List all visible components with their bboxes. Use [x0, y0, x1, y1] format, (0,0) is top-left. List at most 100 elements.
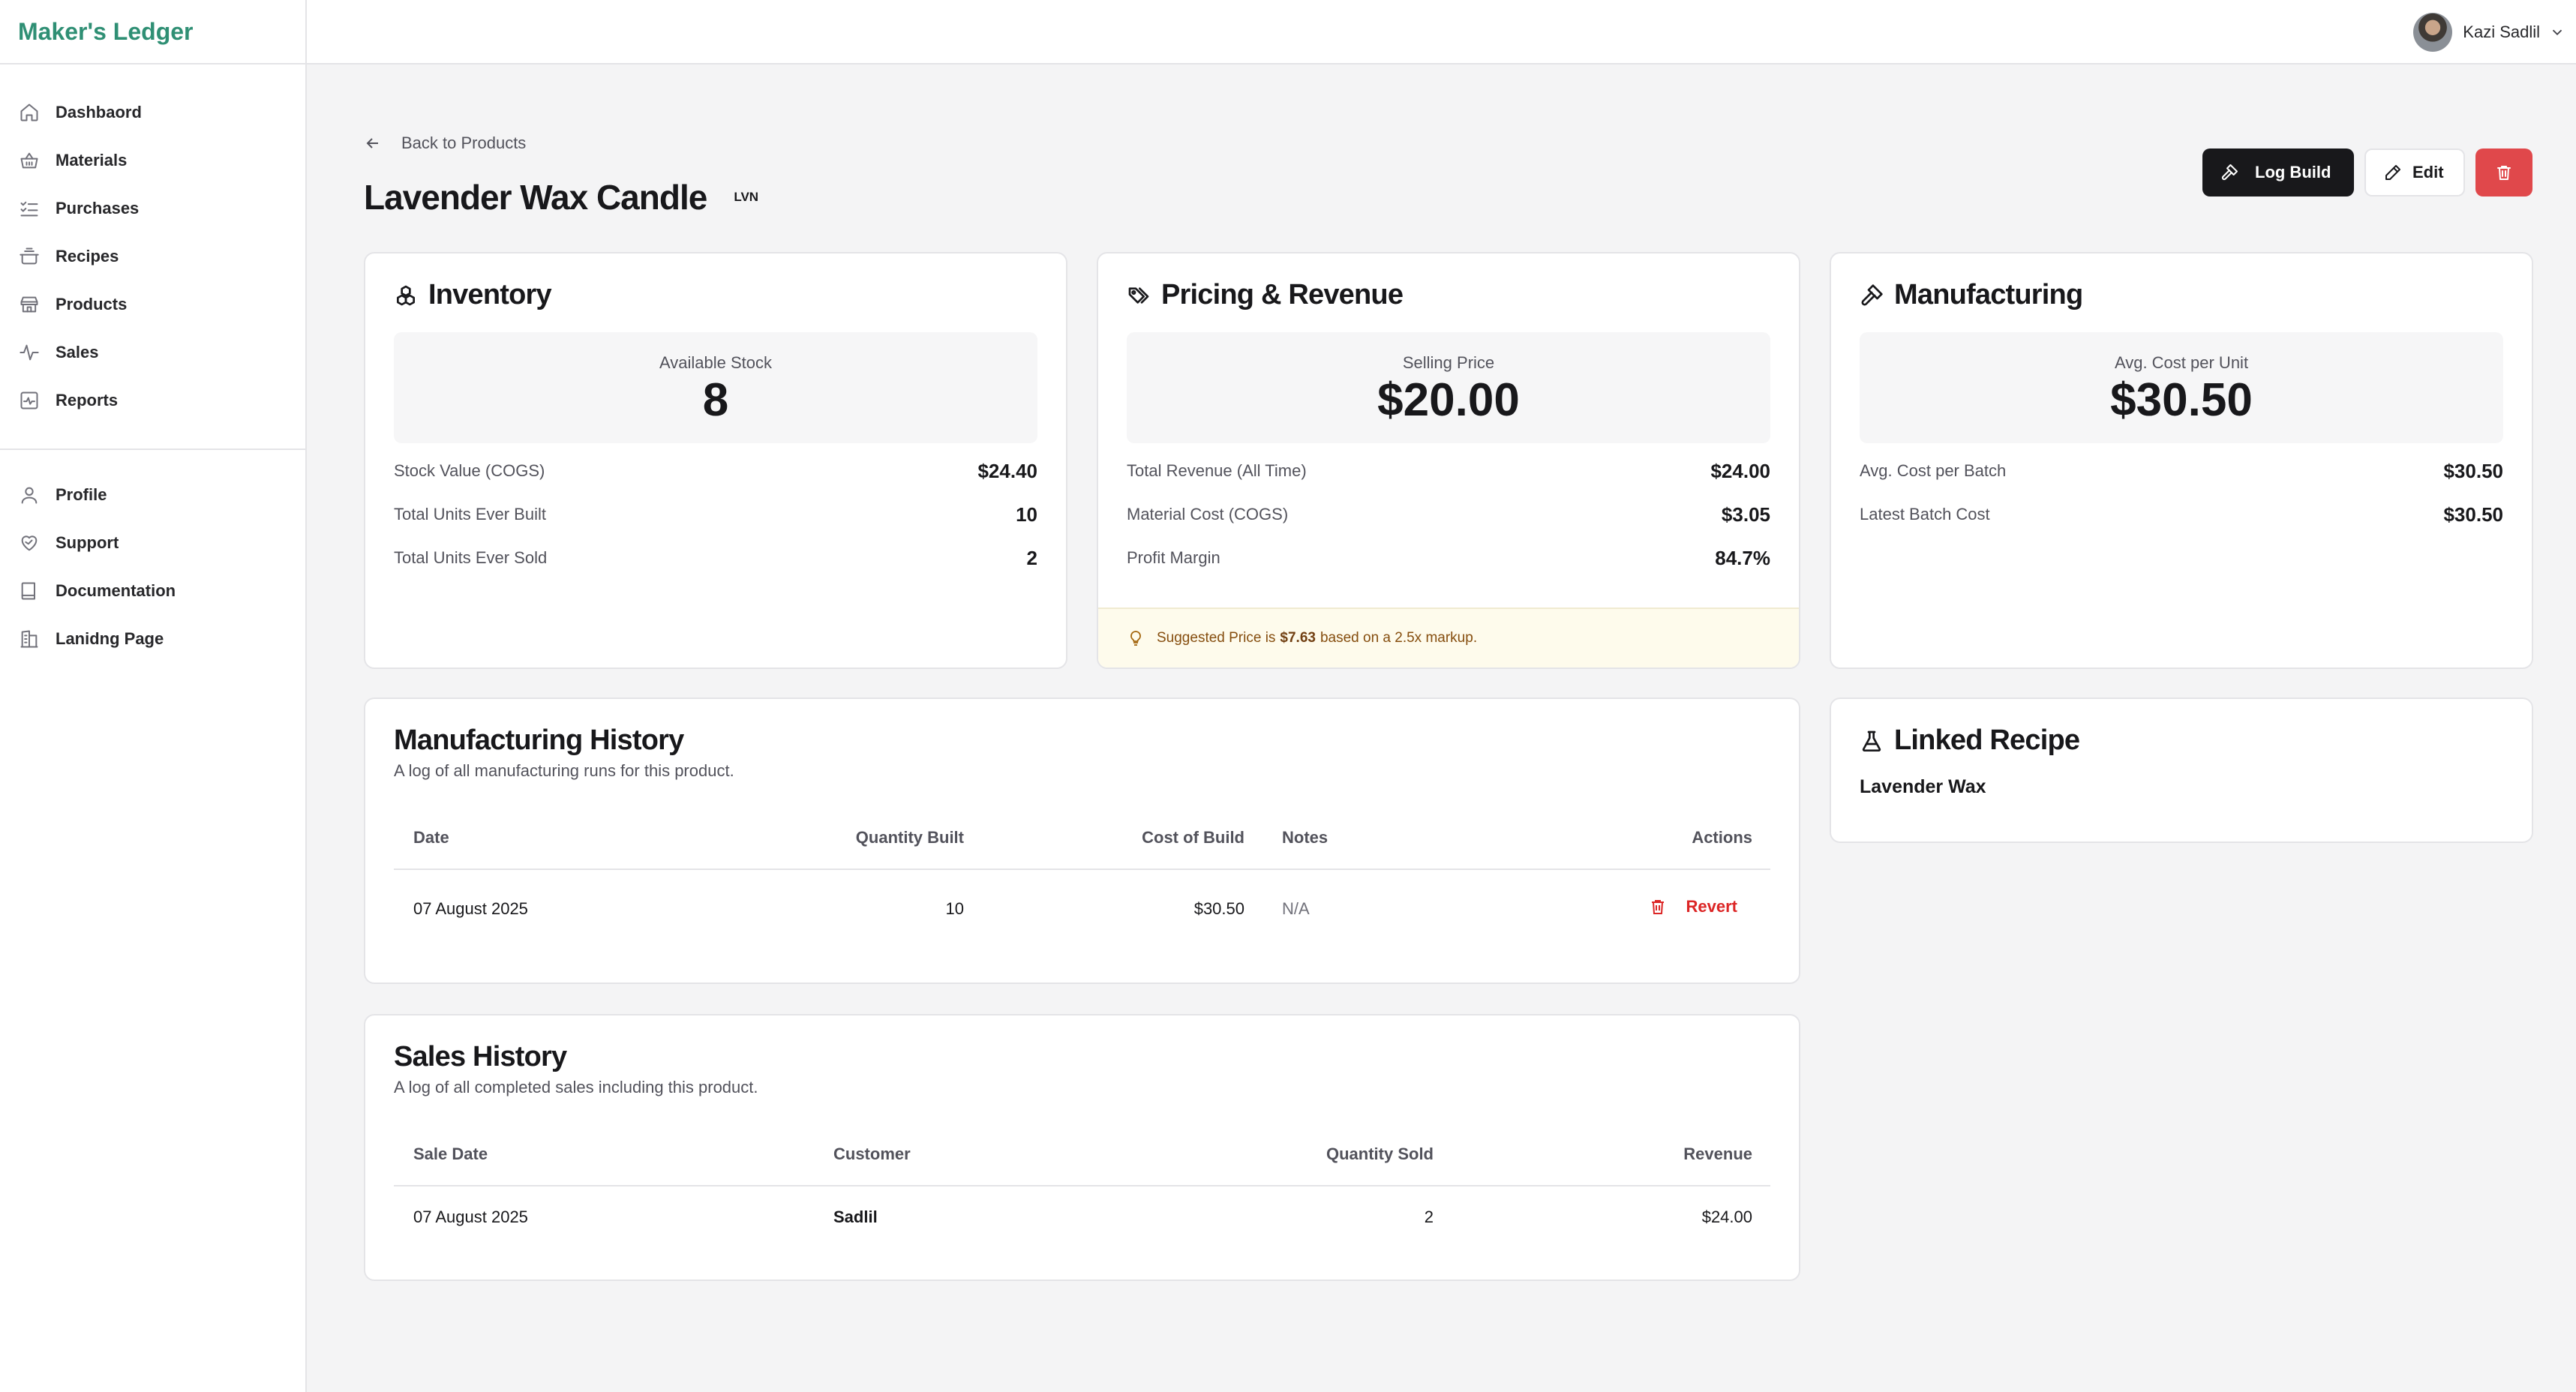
pricing-heading: Pricing & Revenue — [1127, 279, 1770, 311]
stock-value-value: $24.40 — [977, 459, 1037, 482]
linked-recipe-name[interactable]: Lavender Wax — [1860, 776, 1986, 797]
arrow-left-icon — [366, 138, 378, 148]
linked-recipe-card: Linked Recipe Lavender Wax — [1830, 698, 2533, 843]
build-quantity: 10 — [945, 898, 964, 918]
sidebar-item-support[interactable]: Support — [0, 519, 305, 567]
lightbulb-icon — [1130, 631, 1141, 646]
brand-logo[interactable]: Maker's Ledger — [0, 0, 305, 64]
suggested-price: $7.63 — [1280, 630, 1316, 646]
latest-batch-cost-value: $30.50 — [2443, 502, 2503, 526]
sidebar-item-label: Documentation — [56, 581, 176, 600]
sidebar-item-purchases[interactable]: Purchases — [0, 184, 305, 232]
stock-value-row: Stock Value (COGS) $24.40 — [394, 449, 1037, 493]
selling-price-value: $20.00 — [1377, 374, 1520, 426]
sidebar-item-documentation[interactable]: Documentation — [0, 567, 305, 615]
linked-recipe-heading: Linked Recipe — [1860, 724, 2503, 757]
sidebar-item-label: Lanidng Page — [56, 629, 164, 648]
build-cost: $30.50 — [1193, 898, 1244, 918]
sidebar-item-recipes[interactable]: Recipes — [0, 232, 305, 280]
sale-quantity: 2 — [1424, 1207, 1434, 1226]
back-to-products-link[interactable]: Back to Products — [364, 134, 526, 153]
avg-cost-unit-label: Avg. Cost per Unit — [2114, 353, 2249, 372]
sidebar-item-label: Recipes — [56, 247, 119, 266]
manufacturing-details: Avg. Cost per Batch $30.50 Latest Batch C… — [1860, 449, 2503, 536]
inventory-title: Inventory — [428, 279, 552, 310]
col-revenue: Revenue — [1434, 1123, 1770, 1186]
tip-suffix: based on a 2.5x markup. — [1320, 630, 1478, 646]
boxes-icon — [397, 285, 415, 305]
avg-cost-batch-value: $30.50 — [2443, 459, 2503, 482]
available-stock-value: 8 — [702, 374, 729, 426]
manufacturing-heading: Manufacturing — [1860, 279, 2503, 311]
profit-margin-row: Profit Margin 84.7% — [1127, 536, 1770, 580]
material-cost-value: $3.05 — [1721, 502, 1770, 526]
avatar — [2413, 13, 2453, 52]
sidebar-item-materials[interactable]: Materials — [0, 136, 305, 184]
table-header-row: Date Quantity Built Cost of Build Notes … — [394, 806, 1770, 870]
pencil-icon — [2385, 165, 2400, 180]
manufacturing-history-card: Manufacturing History A log of all manuf… — [364, 698, 1800, 984]
tags-icon — [1128, 286, 1149, 304]
log-build-label: Log Build — [2255, 163, 2331, 182]
sku-badge: LVN — [729, 187, 764, 208]
profit-margin-label: Profit Margin — [1127, 548, 1220, 567]
material-cost-row: Material Cost (COGS) $3.05 — [1127, 493, 1770, 536]
edit-label: Edit — [2412, 163, 2444, 182]
total-revenue-value: $24.00 — [1710, 459, 1770, 482]
col-actions: Actions — [1458, 806, 1770, 870]
build-notes: N/A — [1282, 898, 1310, 918]
edit-button[interactable]: Edit — [2364, 148, 2465, 196]
col-notes: Notes — [1244, 806, 1458, 870]
user-menu[interactable]: Kazi Sadlil — [2413, 8, 2565, 57]
col-cost-of-build: Cost of Build — [964, 806, 1244, 870]
sidebar-item-reports[interactable]: Reports — [0, 376, 305, 424]
sidebar-item-label: Profile — [56, 485, 107, 504]
report-icon — [18, 389, 41, 412]
sidebar-item-label: Reports — [56, 391, 119, 410]
inventory-details: Stock Value (COGS) $24.40 Total Units Eve… — [394, 449, 1037, 580]
sidebar-item-sales[interactable]: Sales — [0, 328, 305, 376]
sales-history-title: Sales History — [394, 1041, 567, 1072]
avg-cost-batch-label: Avg. Cost per Batch — [1860, 461, 2007, 480]
page-actions: Log Build Edit — [2202, 148, 2532, 196]
page-title: Lavender Wax Candle — [364, 178, 707, 217]
total-revenue-row: Total Revenue (All Time) $24.00 — [1127, 449, 1770, 493]
trash-icon — [1651, 900, 1664, 914]
profit-margin-value: 84.7% — [1715, 546, 1770, 569]
sale-date: 07 August 2025 — [413, 1207, 528, 1226]
log-build-button[interactable]: Log Build — [2202, 148, 2354, 196]
pricing-card: Pricing & Revenue Selling Price $20.00 T… — [1097, 252, 1800, 669]
sidebar-item-label: Products — [56, 295, 128, 314]
table-header-row: Sale Date Customer Quantity Sold Revenue — [394, 1123, 1770, 1186]
chevron-down-icon — [2549, 24, 2565, 40]
revert-button[interactable]: Revert — [1649, 897, 1737, 916]
sidebar-item-dashboard[interactable]: Dashbaord — [0, 88, 305, 136]
manufacturing-history-title: Manufacturing History — [394, 724, 684, 756]
build-date: 07 August 2025 — [413, 898, 528, 918]
revert-label: Revert — [1686, 897, 1737, 916]
build-actions-cell: Revert — [1458, 869, 1770, 947]
inventory-card: Inventory Available Stock 8 Stock Value … — [364, 252, 1067, 669]
sidebar-item-landing-page[interactable]: Lanidng Page — [0, 615, 305, 663]
latest-batch-cost-row: Latest Batch Cost $30.50 — [1860, 493, 2503, 536]
main-nav: Dashbaord Materials Purchases Recipes Pr… — [0, 64, 305, 450]
manufacturing-history-desc: A log of all manufacturing runs for this… — [394, 761, 734, 780]
user-icon — [18, 484, 41, 506]
sidebar-item-label: Sales — [56, 343, 99, 362]
suggested-price-tip: Suggested Price is $7.63 based on a 2.5x… — [1098, 608, 1799, 668]
linked-recipe-title: Linked Recipe — [1894, 724, 2080, 756]
sales-history-table: Sale Date Customer Quantity Sold Revenue… — [394, 1123, 1770, 1247]
avg-cost-batch-row: Avg. Cost per Batch $30.50 — [1860, 449, 2503, 493]
sales-history-card: Sales History A log of all completed sal… — [364, 1014, 1800, 1281]
store-icon — [18, 293, 41, 316]
hammer-icon — [2221, 164, 2238, 181]
sidebar-item-products[interactable]: Products — [0, 280, 305, 328]
book-icon — [18, 580, 41, 602]
pricing-details: Total Revenue (All Time) $24.00 Material … — [1127, 449, 1770, 580]
sidebar-item-profile[interactable]: Profile — [0, 471, 305, 519]
basket-icon — [18, 149, 41, 172]
sidebar-item-label: Dashbaord — [56, 103, 142, 122]
available-stock-label: Available Stock — [659, 353, 772, 372]
delete-button[interactable] — [2475, 148, 2532, 196]
back-label: Back to Products — [401, 134, 527, 152]
